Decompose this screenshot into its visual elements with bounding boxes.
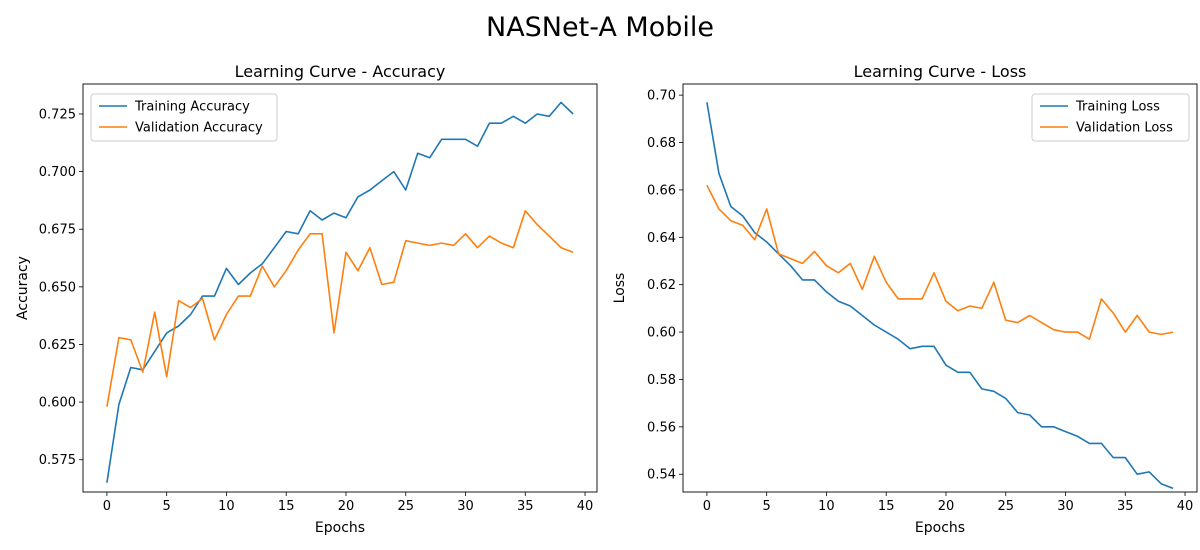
x-tick-label: 25 xyxy=(997,499,1014,514)
plot-title: Learning Curve - Accuracy xyxy=(235,62,446,81)
y-axis-label: Loss xyxy=(612,273,628,304)
y-tick-label: 0.725 xyxy=(39,107,76,122)
x-axis-label: Epochs xyxy=(915,520,965,536)
legend-entry: Validation Accuracy xyxy=(135,121,263,136)
y-tick-label: 0.575 xyxy=(39,453,76,468)
x-tick-label: 5 xyxy=(163,499,171,514)
x-tick-label: 20 xyxy=(338,499,355,514)
y-tick-label: 0.68 xyxy=(647,136,676,151)
series-line-1 xyxy=(706,102,1174,490)
y-tick-label: 0.60 xyxy=(647,326,676,341)
y-tick-label: 0.700 xyxy=(39,165,76,180)
y-tick-label: 0.600 xyxy=(39,396,76,411)
axes-frame xyxy=(82,83,598,493)
series-line-2 xyxy=(706,184,1174,341)
x-axis-label: Epochs xyxy=(315,520,365,536)
y-tick-label: 0.625 xyxy=(39,338,76,353)
legend-box xyxy=(90,93,278,142)
axes-frame xyxy=(682,83,1198,493)
y-tick-label: 0.675 xyxy=(39,223,76,238)
legend: Training Accuracy Validation Accuracy xyxy=(90,93,278,142)
x-tick-label: 35 xyxy=(517,499,534,514)
plot-title: Learning Curve - Loss xyxy=(854,62,1027,81)
x-tick-label: 35 xyxy=(1117,499,1134,514)
y-tick-label: 0.70 xyxy=(647,89,676,104)
x-tick-label: 30 xyxy=(1057,499,1074,514)
y-tick-label: 0.64 xyxy=(647,231,676,246)
y-tick-label: 0.54 xyxy=(647,468,676,483)
legend-entry: Training Accuracy xyxy=(134,100,250,115)
y-tick-label: 0.62 xyxy=(647,278,676,293)
y-tick-label: 0.66 xyxy=(647,183,676,198)
series-line-1 xyxy=(106,101,574,483)
x-tick-label: 0 xyxy=(103,499,111,514)
series-line-2 xyxy=(106,210,574,407)
y-tick-label: 0.58 xyxy=(647,373,676,388)
legend-entry: Validation Loss xyxy=(1076,121,1173,136)
y-axis-label: Accuracy xyxy=(15,256,31,320)
legend: Training Loss Validation Loss xyxy=(1031,93,1190,142)
figure-title: NASNet-A Mobile xyxy=(486,12,714,43)
x-tick-label: 40 xyxy=(1177,499,1194,514)
accuracy-chart: Learning Curve - Accuracy 0 5 10 15 20 25 30 35 4… xyxy=(15,62,598,536)
x-tick-label: 25 xyxy=(397,499,414,514)
legend-entry: Training Loss xyxy=(1075,100,1160,115)
x-tick-label: 30 xyxy=(457,499,474,514)
x-tick-label: 0 xyxy=(703,499,711,514)
loss-chart: Learning Curve - Loss 0 5 10 15 20 25 30 35 40 0.5… xyxy=(612,62,1198,536)
x-tick-label: 15 xyxy=(278,499,295,514)
legend-box xyxy=(1031,93,1190,142)
x-tick-label: 20 xyxy=(938,499,955,514)
x-tick-label: 15 xyxy=(878,499,895,514)
x-tick-label: 10 xyxy=(218,499,235,514)
x-tick-label: 5 xyxy=(763,499,771,514)
x-tick-label: 40 xyxy=(577,499,594,514)
y-tick-label: 0.56 xyxy=(647,420,676,435)
y-tick-label: 0.650 xyxy=(39,280,76,295)
x-tick-label: 10 xyxy=(818,499,835,514)
